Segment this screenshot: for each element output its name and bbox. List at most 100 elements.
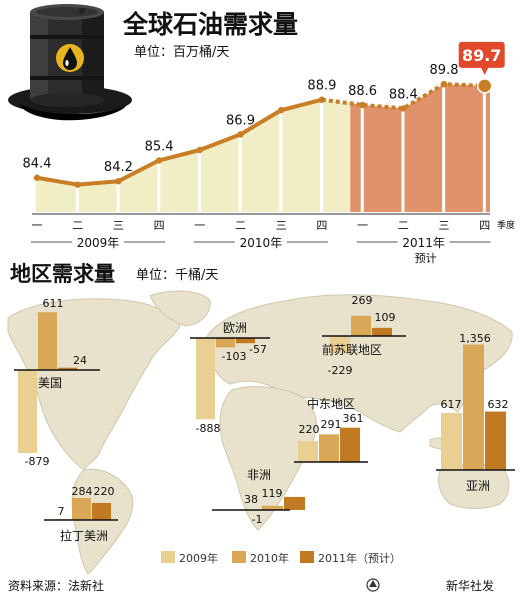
region-name-label: 中东地区 bbox=[307, 396, 355, 411]
data-point bbox=[440, 80, 448, 88]
greenland-shape bbox=[149, 290, 211, 327]
region-bar bbox=[319, 434, 339, 462]
eurasia-shape bbox=[205, 294, 513, 433]
region-name-label: 亚洲 bbox=[466, 479, 490, 493]
highlight-value-label: 89.7 bbox=[462, 46, 501, 65]
region-value-label: 361 bbox=[343, 412, 364, 425]
region-value-label: 617 bbox=[441, 398, 462, 411]
region-bar bbox=[92, 502, 111, 520]
quarter-tick-label: 四 bbox=[316, 219, 327, 232]
region-value-label: -1 bbox=[252, 513, 263, 526]
highlight-pointer bbox=[480, 66, 489, 75]
region-chart: -1 38 119 非洲 bbox=[212, 468, 305, 526]
quarter-tick-label: 四 bbox=[154, 219, 165, 232]
quarter-tick-label: 三 bbox=[113, 219, 124, 232]
legend-swatch bbox=[161, 551, 175, 563]
year-label: 2011年 bbox=[402, 236, 445, 250]
data-point bbox=[476, 78, 493, 94]
quarter-tick-label: 四 bbox=[479, 219, 490, 232]
quarter-tick-label: 三 bbox=[276, 219, 287, 232]
region-name-label: 拉丁美洲 bbox=[60, 528, 108, 543]
year-label: 2010年 bbox=[240, 236, 283, 250]
region-bar bbox=[196, 338, 215, 420]
region-value-label: 109 bbox=[375, 311, 396, 324]
data-point bbox=[318, 96, 326, 103]
legend: 2009年 2010年 2011年（预计） bbox=[161, 551, 401, 565]
region-bar bbox=[216, 338, 235, 348]
area-fill-actual bbox=[36, 99, 351, 212]
region-bar bbox=[284, 496, 305, 510]
region-value-label: -879 bbox=[25, 455, 50, 468]
region-bar bbox=[372, 327, 392, 336]
data-point bbox=[115, 178, 122, 185]
global-demand-chart: 84.4 84.2 85.4 86.9 88.9 88.6 88.4 89.8 89.7 一 二… bbox=[23, 41, 515, 265]
region-value-label: 24 bbox=[73, 354, 87, 367]
legend-swatch bbox=[232, 551, 246, 563]
xinhua-logo bbox=[366, 578, 380, 592]
data-label: 84.2 bbox=[104, 160, 133, 175]
legend-swatch bbox=[300, 551, 314, 563]
region-value-label: 284 bbox=[72, 485, 93, 498]
africa-shape bbox=[219, 386, 317, 531]
region-bar bbox=[463, 344, 484, 470]
demand-line-actual bbox=[36, 97, 323, 187]
region-value-label: 220 bbox=[299, 423, 320, 436]
region-bar bbox=[262, 505, 283, 510]
region-value-label: 611 bbox=[43, 297, 64, 310]
data-label: 85.4 bbox=[145, 139, 174, 154]
demand-line-forecast bbox=[321, 82, 485, 111]
forecast-note: 预计 bbox=[415, 252, 437, 265]
region-bar bbox=[298, 441, 318, 462]
region-bar bbox=[351, 315, 371, 336]
quarter-tick-label: 一 bbox=[32, 219, 43, 232]
region-value-label: -888 bbox=[196, 422, 221, 435]
region-value-label: -57 bbox=[249, 343, 267, 356]
main-title: 全球石油需求量 bbox=[122, 10, 298, 39]
data-point bbox=[196, 146, 203, 154]
region-bar bbox=[330, 336, 350, 354]
region-bar bbox=[58, 367, 77, 370]
data-point bbox=[33, 174, 41, 181]
quarter-tick-label: 二 bbox=[398, 219, 409, 232]
region-name-label: 前苏联地区 bbox=[322, 342, 382, 357]
data-label: 89.8 bbox=[430, 63, 459, 78]
data-point bbox=[74, 181, 81, 188]
region-bar bbox=[340, 427, 360, 462]
data-point bbox=[400, 105, 407, 112]
data-point bbox=[359, 101, 366, 109]
legend-label: 2009年 bbox=[179, 551, 218, 565]
region-bar bbox=[72, 497, 91, 520]
year-label: 2009年 bbox=[77, 236, 120, 250]
credit-text: 新华社发 bbox=[446, 578, 494, 593]
region-chart: 617 1,356 632 亚洲 bbox=[436, 332, 515, 493]
region-value-label: 269 bbox=[352, 294, 373, 307]
region-title: 地区需求量 bbox=[10, 262, 115, 286]
data-label: 88.9 bbox=[307, 79, 336, 94]
data-point bbox=[278, 106, 285, 114]
quarter-tick-label: 一 bbox=[194, 219, 205, 232]
region-value-label: -103 bbox=[222, 350, 247, 363]
region-bar bbox=[441, 412, 462, 470]
data-point bbox=[155, 157, 163, 164]
region-value-label: 38 bbox=[244, 493, 258, 506]
region-value-label: 1,356 bbox=[459, 332, 491, 345]
data-point bbox=[237, 131, 244, 138]
quarter-tick-label: 二 bbox=[72, 219, 83, 232]
region-chart: -879 611 24 美国 bbox=[14, 297, 100, 468]
data-label: 88.6 bbox=[348, 84, 377, 99]
source-text: 资料来源：法新社 bbox=[8, 578, 104, 593]
region-value-label: 220 bbox=[94, 485, 115, 498]
oil-barrel-icon bbox=[8, 4, 132, 121]
data-label: 84.4 bbox=[23, 157, 52, 172]
quarter-tick-label: 三 bbox=[439, 219, 450, 232]
data-label: 88.4 bbox=[389, 87, 418, 102]
region-chart: 7 284 220 拉丁美洲 bbox=[44, 485, 118, 543]
legend-label: 2011年（预计） bbox=[318, 551, 401, 565]
region-value-label: 119 bbox=[262, 487, 283, 500]
region-unit: 单位：千桶/天 bbox=[136, 268, 218, 283]
region-value-label: -229 bbox=[328, 364, 353, 377]
legend-label: 2010年 bbox=[250, 551, 289, 565]
region-name-label: 非洲 bbox=[247, 468, 271, 482]
